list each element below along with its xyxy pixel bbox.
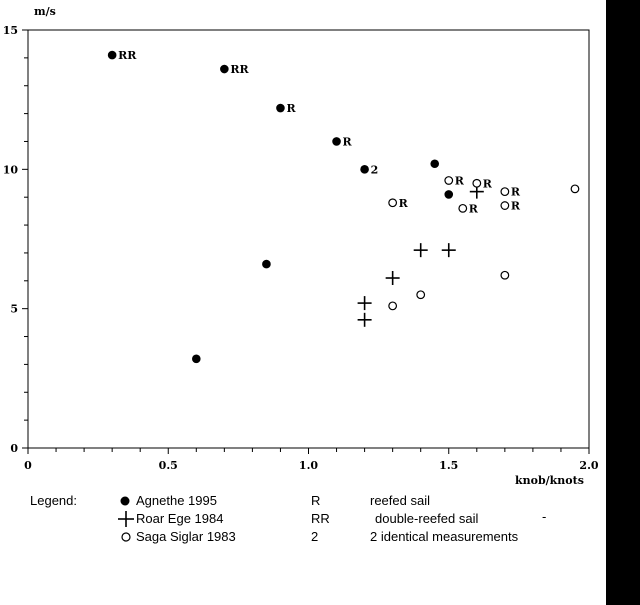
legend-filled-circle-icon — [120, 496, 130, 506]
saga-siglar-point — [388, 301, 398, 311]
agnethe-point — [332, 137, 341, 146]
agnethe-point — [220, 64, 229, 74]
legend-stray-mark: - — [542, 509, 547, 524]
legend-code-rr: RR — [311, 511, 330, 526]
point-annotation: R — [399, 197, 409, 210]
agnethe-point — [276, 103, 285, 113]
legend-meaning-r: reefed sail — [370, 493, 430, 508]
roar-ege-point — [441, 243, 456, 258]
right-edge-black-bar — [606, 0, 640, 605]
axis-tick-labels: 0 0.5 1.0 1.5 2.0 0 5 10 15 — [3, 24, 599, 472]
x-tick-label: 2.0 — [579, 459, 598, 472]
roar-ege-point — [357, 296, 372, 311]
roar-ege-point — [413, 243, 428, 258]
point-annotation: R — [286, 102, 296, 115]
legend: Legend: Agnethe 1995 R reefed sail Roar … — [0, 490, 600, 550]
x-tick-label: 1.0 — [299, 459, 318, 472]
roar-ege-point — [357, 312, 372, 327]
x-tick-label: 0 — [24, 459, 32, 472]
agnethe-point — [107, 50, 117, 60]
saga-siglar-point — [570, 184, 580, 194]
legend-plus-icon — [118, 511, 134, 527]
axis-ticks — [22, 29, 590, 454]
legend-title: Legend: — [30, 493, 77, 508]
agnethe-point — [444, 190, 454, 199]
agnethe-point — [192, 354, 201, 364]
x-tick-label: 1.5 — [439, 459, 458, 472]
saga-siglar-point — [500, 270, 510, 280]
point-annotation: R — [483, 177, 493, 190]
point-annotation: RR — [118, 49, 137, 62]
x-axis-title: knob/knots — [515, 474, 584, 487]
saga-siglar-point — [458, 203, 468, 213]
saga-siglar-point — [416, 290, 426, 300]
y-tick-label: 15 — [3, 24, 18, 37]
point-annotation: R — [455, 174, 465, 187]
y-tick-label: 0 — [10, 442, 18, 455]
y-axis-title: m/s — [34, 5, 56, 18]
x-tick-label: 0.5 — [159, 459, 178, 472]
saga-siglar-point — [388, 198, 398, 208]
agnethe-point — [360, 165, 369, 174]
y-tick-label: 10 — [3, 163, 19, 176]
point-annotation: R — [469, 202, 479, 215]
legend-series-saga-siglar: Saga Siglar 1983 — [136, 529, 236, 544]
legend-meaning-2: 2 identical measurements — [370, 529, 519, 544]
point-annotation: R — [343, 135, 353, 148]
saga-siglar-point — [500, 201, 510, 210]
point-annotation: R — [511, 200, 521, 213]
legend-series-roar-ege: Roar Ege 1984 — [136, 511, 224, 526]
legend-open-circle-icon — [121, 532, 131, 542]
roar-ege-point — [385, 271, 400, 286]
point-annotation: R — [511, 186, 521, 199]
plot-frame — [27, 29, 590, 449]
saga-siglar-point — [500, 187, 510, 197]
legend-series-agnethe: Agnethe 1995 — [136, 493, 217, 508]
legend-code-r: R — [311, 493, 321, 508]
point-annotation: RR — [230, 63, 249, 76]
agnethe-point — [430, 159, 440, 169]
legend-meaning-rr: double-reefed sail — [375, 511, 479, 526]
saga-siglar-point — [444, 176, 454, 185]
agnethe-point — [262, 259, 271, 269]
y-tick-label: 5 — [10, 303, 18, 316]
saga-siglar-point — [472, 178, 482, 188]
legend-code-2: 2 — [311, 529, 319, 544]
point-annotation: 2 — [371, 163, 379, 176]
